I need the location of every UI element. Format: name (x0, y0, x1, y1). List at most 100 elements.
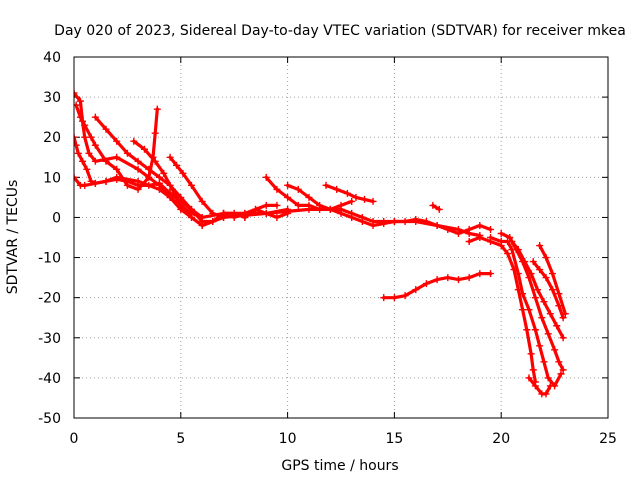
data-point (166, 153, 174, 161)
data-point (91, 157, 99, 165)
data-point (79, 157, 87, 165)
y-tick-label: -40 (38, 371, 61, 387)
data-point (333, 185, 341, 193)
data-point (343, 189, 351, 197)
data-point (476, 234, 484, 241)
data-point (305, 193, 313, 201)
data-point (134, 165, 142, 173)
data-point (454, 276, 462, 284)
data-point (529, 258, 537, 266)
data-point (173, 161, 181, 169)
data-point (91, 113, 99, 121)
data-point (153, 105, 161, 113)
data-point (155, 185, 163, 193)
data-point (529, 366, 537, 374)
data-point (209, 209, 217, 217)
data-point (531, 294, 539, 302)
data-point (130, 137, 138, 145)
data-point (546, 310, 554, 318)
series-trace-12 (380, 270, 495, 302)
data-point (540, 298, 548, 306)
data-point (252, 205, 260, 213)
series-trace-18 (536, 242, 569, 318)
x-tick-label: 5 (176, 431, 185, 447)
data-point (559, 314, 567, 322)
y-tick-label: 40 (43, 50, 61, 66)
data-point (160, 169, 168, 177)
data-point (198, 197, 206, 205)
data-point (74, 173, 78, 181)
data-point (542, 274, 550, 282)
data-series (74, 89, 569, 398)
data-point (113, 153, 121, 161)
data-point (76, 113, 84, 121)
data-point (369, 197, 377, 205)
data-point (198, 213, 206, 221)
data-point (102, 157, 110, 165)
data-point (358, 217, 366, 225)
data-point (465, 238, 473, 246)
data-point (241, 213, 249, 221)
data-point (179, 169, 187, 177)
data-point (536, 342, 544, 350)
data-point (557, 370, 565, 378)
data-point (91, 141, 99, 149)
data-point (476, 221, 484, 229)
data-point (85, 149, 93, 157)
data-point (525, 306, 533, 314)
data-point (531, 382, 539, 390)
data-point (209, 217, 217, 225)
data-point (390, 294, 398, 302)
data-point (433, 276, 441, 284)
data-point (531, 326, 539, 334)
data-point (551, 346, 559, 354)
data-point (87, 133, 95, 141)
data-point (294, 201, 302, 209)
data-point (555, 358, 563, 366)
series-trace-11 (429, 201, 443, 213)
data-point (553, 322, 561, 330)
data-point (74, 141, 80, 149)
series-line (531, 260, 565, 320)
data-point (284, 181, 292, 189)
data-point (412, 286, 420, 294)
data-point (542, 254, 550, 262)
data-point (113, 173, 121, 181)
plot-frame (73, 56, 609, 419)
data-point (534, 286, 542, 294)
data-point (487, 234, 495, 241)
data-point (155, 179, 163, 187)
series-trace-10 (322, 181, 377, 205)
data-point (74, 133, 78, 141)
data-point (544, 330, 552, 338)
chart-title: Day 020 of 2023, Sidereal Day-to-day VTE… (54, 23, 626, 39)
data-point (74, 149, 82, 157)
y-tick-label: -20 (38, 291, 61, 307)
data-point (91, 179, 99, 187)
x-tick-label: 25 (599, 431, 617, 447)
data-point (102, 177, 110, 185)
y-tick-label: 0 (52, 210, 61, 226)
data-point (429, 201, 437, 209)
data-point (284, 193, 292, 201)
data-point (519, 306, 527, 314)
data-point (559, 334, 567, 342)
data-point (198, 221, 206, 229)
data-point (497, 229, 505, 237)
data-point (360, 195, 368, 203)
data-point (435, 205, 443, 213)
data-point (444, 274, 452, 282)
data-point (422, 217, 430, 225)
data-point (487, 270, 495, 278)
data-point (140, 145, 148, 153)
data-point (348, 213, 356, 221)
x-tick-label: 15 (385, 431, 403, 447)
series-trace-16 (508, 238, 567, 342)
data-point (476, 270, 484, 278)
data-point (337, 209, 345, 217)
data-point (527, 270, 535, 278)
x-tick-label: 10 (279, 431, 297, 447)
data-point (538, 314, 546, 322)
data-point (81, 133, 89, 141)
